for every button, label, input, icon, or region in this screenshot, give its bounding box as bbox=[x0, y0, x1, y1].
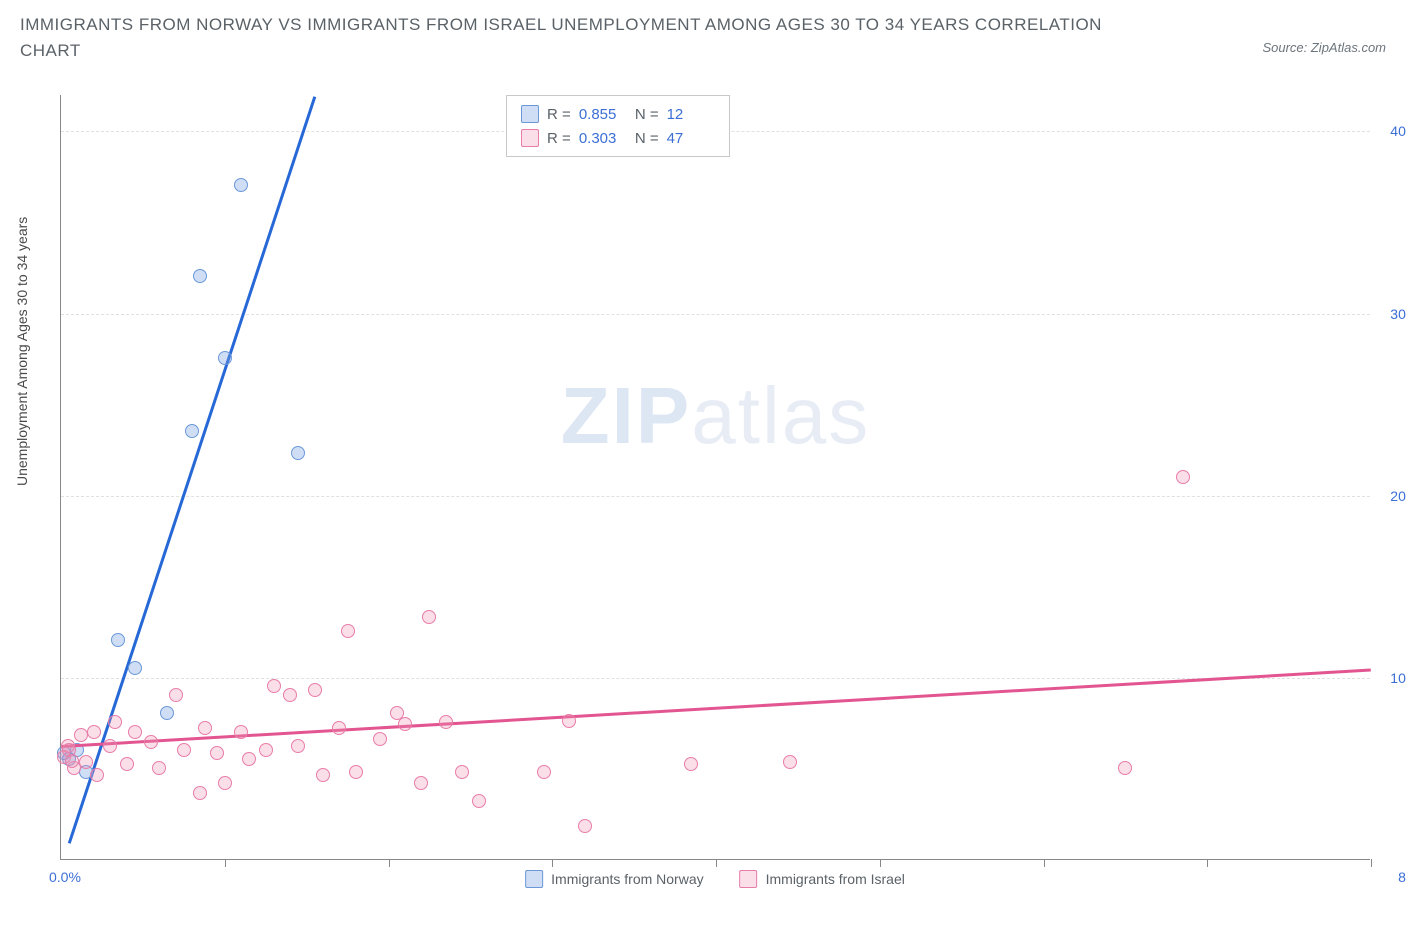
x-tick bbox=[225, 859, 226, 867]
data-point bbox=[128, 725, 142, 739]
data-point bbox=[242, 752, 256, 766]
x-tick bbox=[880, 859, 881, 867]
x-tick-label: 0.0% bbox=[49, 869, 81, 885]
data-point bbox=[218, 776, 232, 790]
x-tick bbox=[389, 859, 390, 867]
data-point bbox=[308, 683, 322, 697]
plot-region: ZIPatlas 10.0%20.0%30.0%40.0%0.0%8.0%R =… bbox=[60, 95, 1370, 860]
y-tick-label: 20.0% bbox=[1390, 488, 1406, 504]
data-point bbox=[198, 721, 212, 735]
data-point bbox=[210, 746, 224, 760]
stats-box: R = 0.855 N = 12 R = 0.303 N = 47 bbox=[506, 95, 730, 157]
x-tick bbox=[716, 859, 717, 867]
stat-value-n: 47 bbox=[667, 130, 715, 147]
source-label: Source: ZipAtlas.com bbox=[1262, 40, 1386, 55]
legend-label: Immigrants from Israel bbox=[766, 871, 905, 887]
chart-title: IMMIGRANTS FROM NORWAY VS IMMIGRANTS FRO… bbox=[20, 12, 1120, 63]
stat-label-n: N = bbox=[635, 130, 659, 147]
y-tick-label: 40.0% bbox=[1390, 123, 1406, 139]
data-point bbox=[455, 765, 469, 779]
data-point bbox=[472, 794, 486, 808]
legend-swatch bbox=[525, 870, 543, 888]
data-point bbox=[193, 786, 207, 800]
stat-label-n: N = bbox=[635, 106, 659, 123]
data-point bbox=[144, 735, 158, 749]
data-point bbox=[160, 706, 174, 720]
trend-line bbox=[61, 669, 1371, 748]
data-point bbox=[87, 725, 101, 739]
data-point bbox=[234, 178, 248, 192]
data-point bbox=[414, 776, 428, 790]
stat-label-r: R = bbox=[547, 130, 571, 147]
legend-item: Immigrants from Norway bbox=[525, 870, 703, 888]
data-point bbox=[562, 714, 576, 728]
data-point bbox=[349, 765, 363, 779]
data-point bbox=[128, 661, 142, 675]
y-tick-label: 10.0% bbox=[1390, 670, 1406, 686]
data-point bbox=[283, 688, 297, 702]
data-point bbox=[152, 761, 166, 775]
data-point bbox=[169, 688, 183, 702]
data-point bbox=[193, 269, 207, 283]
x-tick-label: 8.0% bbox=[1398, 869, 1406, 885]
data-point bbox=[259, 743, 273, 757]
data-point bbox=[341, 624, 355, 638]
data-point bbox=[332, 721, 346, 735]
stat-label-r: R = bbox=[547, 106, 571, 123]
stat-value-r: 0.855 bbox=[579, 106, 627, 123]
legend-swatch bbox=[521, 105, 539, 123]
stat-value-n: 12 bbox=[667, 106, 715, 123]
data-point bbox=[120, 757, 134, 771]
bottom-legend: Immigrants from Norway Immigrants from Is… bbox=[525, 870, 905, 888]
data-point bbox=[783, 755, 797, 769]
data-point bbox=[578, 819, 592, 833]
data-point bbox=[1118, 761, 1132, 775]
data-point bbox=[398, 717, 412, 731]
data-point bbox=[185, 424, 199, 438]
data-point bbox=[234, 725, 248, 739]
legend-label: Immigrants from Norway bbox=[551, 871, 703, 887]
y-tick-label: 30.0% bbox=[1390, 306, 1406, 322]
data-point bbox=[79, 755, 93, 769]
x-tick bbox=[1044, 859, 1045, 867]
data-point bbox=[537, 765, 551, 779]
legend-swatch bbox=[740, 870, 758, 888]
stats-row: R = 0.855 N = 12 bbox=[521, 102, 715, 126]
data-point bbox=[74, 728, 88, 742]
data-point bbox=[90, 768, 104, 782]
watermark: ZIPatlas bbox=[561, 370, 870, 462]
data-point bbox=[218, 351, 232, 365]
gridline-h bbox=[61, 496, 1370, 497]
data-point bbox=[291, 446, 305, 460]
data-point bbox=[177, 743, 191, 757]
stat-value-r: 0.303 bbox=[579, 130, 627, 147]
data-point bbox=[684, 757, 698, 771]
data-point bbox=[439, 715, 453, 729]
y-axis-title: Unemployment Among Ages 30 to 34 years bbox=[14, 216, 30, 485]
data-point bbox=[103, 739, 117, 753]
data-point bbox=[267, 679, 281, 693]
legend-item: Immigrants from Israel bbox=[740, 870, 905, 888]
data-point bbox=[316, 768, 330, 782]
chart-area: Unemployment Among Ages 30 to 34 years Z… bbox=[60, 95, 1370, 860]
data-point bbox=[373, 732, 387, 746]
x-tick bbox=[552, 859, 553, 867]
stats-row: R = 0.303 N = 47 bbox=[521, 126, 715, 150]
x-tick bbox=[1207, 859, 1208, 867]
data-point bbox=[291, 739, 305, 753]
data-point bbox=[65, 754, 79, 768]
data-point bbox=[1176, 470, 1190, 484]
gridline-h bbox=[61, 678, 1370, 679]
x-tick bbox=[1371, 859, 1372, 867]
gridline-h bbox=[61, 314, 1370, 315]
data-point bbox=[111, 633, 125, 647]
data-point bbox=[108, 715, 122, 729]
data-point bbox=[422, 610, 436, 624]
legend-swatch bbox=[521, 129, 539, 147]
